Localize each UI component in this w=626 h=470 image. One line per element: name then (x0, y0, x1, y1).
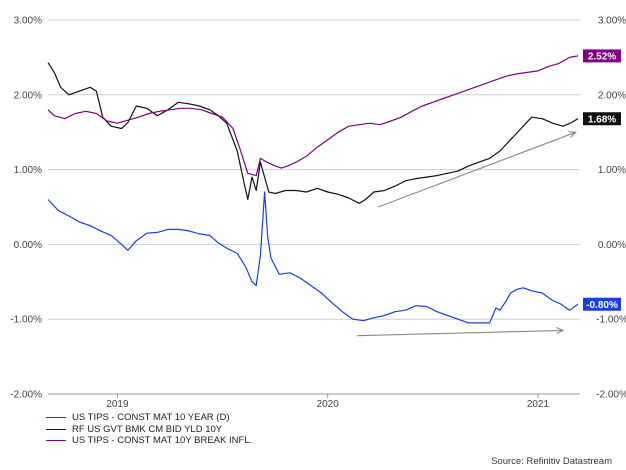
end-value-label: 2.52% (588, 52, 616, 63)
y-tick-label-right: 1.00% (598, 165, 626, 176)
legend-label: US TIPS - CONST MAT 10Y BREAK INFL. (72, 435, 253, 446)
legend-item: RF US GVT BMK CM BID YLD 10Y (46, 424, 252, 436)
end-value-badge (583, 112, 621, 126)
x-tick-label: 2020 (317, 399, 340, 410)
y-tick-label-right: -2.00% (596, 390, 626, 401)
legend-label: RF US GVT BMK CM BID YLD 10Y (72, 423, 223, 435)
legend-label: US TIPS - CONST MAT 10 YEAR (D) (72, 412, 230, 423)
y-tick-label-left: 1.00% (14, 165, 42, 176)
y-tick-label-right: 3.00% (598, 16, 626, 27)
series-line (47, 191, 579, 324)
y-tick-label-right: 0.00% (598, 240, 626, 251)
legend-item: US TIPS - CONST MAT 10 YEAR (D) (46, 412, 252, 424)
legend-swatch (46, 440, 66, 442)
end-value-badge (583, 297, 621, 311)
trend-arrow (357, 330, 563, 337)
legend: US TIPS - CONST MAT 10 YEAR (D) RF US GVT… (46, 412, 252, 447)
line-chart: 3.00% 3.00% 2.00% 2.00% 1.00% 1.00% 0.00% 0.00%… (10, 16, 626, 411)
legend-swatch (46, 417, 66, 419)
y-tick-label-left: -2.00% (10, 390, 42, 401)
y-tick-label-left: 3.00% (14, 16, 42, 27)
trend-arrow (377, 132, 576, 208)
legend-item: US TIPS - CONST MAT 10Y BREAK INFL. (46, 435, 252, 447)
y-tick-label-left: 0.00% (14, 240, 42, 251)
series-line (47, 62, 579, 204)
y-tick-label-right: 2.00% (598, 90, 626, 101)
end-value-badge (583, 49, 621, 63)
x-tick-label: 2019 (106, 399, 129, 410)
x-tick-label: 2021 (527, 399, 550, 410)
series-line (47, 55, 579, 177)
y-tick-label-right: -1.00% (596, 315, 626, 326)
end-value-label: 1.68% (588, 114, 616, 125)
legend-swatch (46, 428, 66, 430)
y-tick-label-left: -1.00% (10, 315, 42, 326)
y-tick-label-left: 2.00% (14, 90, 42, 101)
source-note: Source: Refinitiv Datastream (491, 456, 612, 467)
end-value-label: -0.80% (586, 300, 618, 311)
